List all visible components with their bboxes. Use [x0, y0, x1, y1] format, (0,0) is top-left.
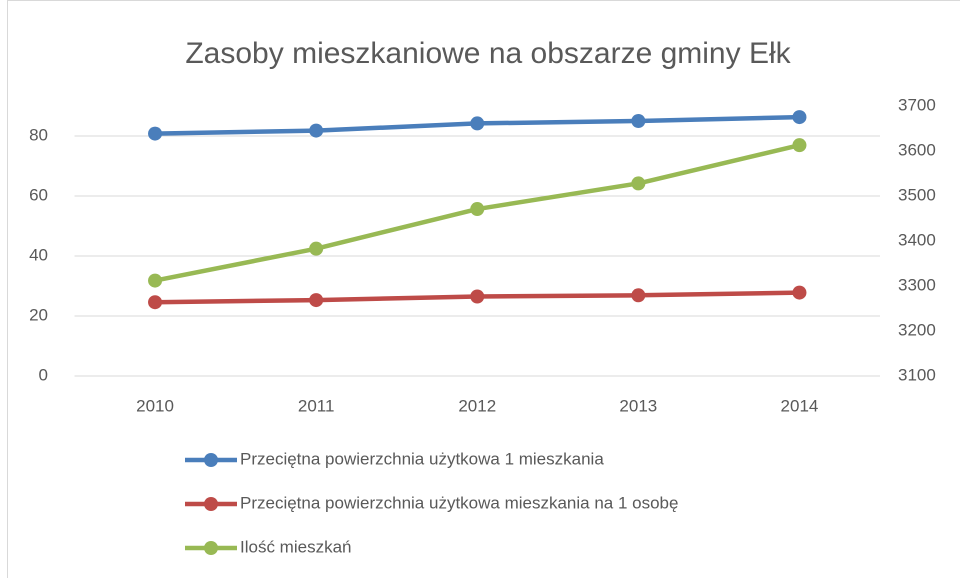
- point: [148, 126, 163, 141]
- x-tick-label: 2014: [781, 396, 819, 415]
- chart-frame: [7, 0, 960, 578]
- legend-marker: [204, 453, 218, 467]
- x-tick-label: 2013: [619, 396, 657, 415]
- y2-tick-label: 3400: [898, 230, 936, 249]
- point: [470, 202, 485, 217]
- y-tick-label: 60: [29, 185, 48, 204]
- y2-tick-label: 3600: [898, 140, 936, 159]
- y-tick-label: 20: [29, 305, 48, 324]
- x-tick-label: 2011: [298, 396, 335, 415]
- point: [470, 289, 485, 304]
- point: [148, 273, 163, 288]
- y-tick-label: 0: [39, 365, 48, 384]
- legend-label: Przeciętna powierzchnia użytkowa mieszka…: [240, 493, 678, 512]
- y2-tick-label: 3500: [898, 185, 936, 204]
- point: [309, 293, 324, 308]
- point: [792, 138, 807, 153]
- y2-tick-label: 3300: [898, 275, 936, 294]
- y2-tick-label: 3200: [898, 320, 936, 339]
- y-tick-label: 40: [29, 245, 48, 264]
- point: [309, 123, 324, 138]
- legend-label: Ilość mieszkań: [240, 537, 351, 556]
- legend-marker: [204, 497, 218, 511]
- x-tick-label: 2010: [136, 396, 174, 415]
- y2-tick-label: 3100: [898, 365, 936, 384]
- point: [309, 241, 324, 256]
- point: [631, 288, 646, 303]
- y2-tick-label: 3700: [898, 95, 936, 114]
- point: [470, 116, 485, 131]
- x-tick-label: 2012: [458, 396, 496, 415]
- point: [792, 285, 807, 300]
- point: [631, 176, 646, 191]
- chart-title: Zasoby mieszkaniowe na obszarze gminy Eł…: [185, 37, 791, 70]
- point: [148, 295, 163, 310]
- point: [792, 110, 807, 125]
- legend-label: Przeciętna powierzchnia użytkowa 1 miesz…: [240, 449, 604, 468]
- point: [631, 114, 646, 128]
- legend-marker: [204, 541, 218, 555]
- y-tick-label: 80: [29, 125, 48, 144]
